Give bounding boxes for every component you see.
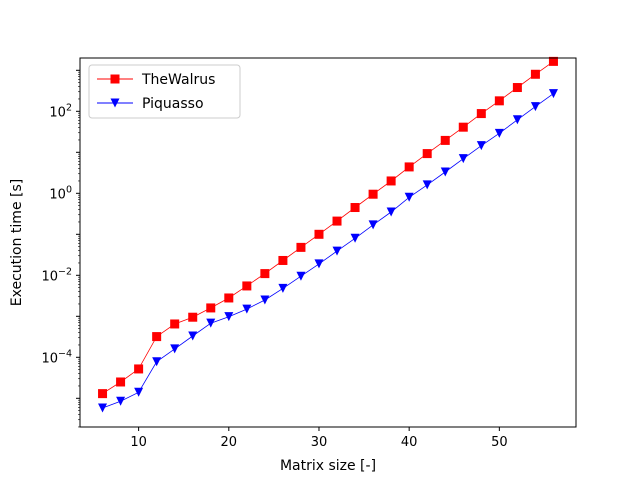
point-piquasso-32 [332, 246, 342, 256]
point-thewalrus-54 [530, 69, 540, 79]
x-tick-label-10: 10 [130, 435, 147, 450]
point-thewalrus-32 [332, 216, 342, 226]
point-piquasso-28 [296, 271, 306, 281]
point-thewalrus-52 [512, 83, 522, 93]
legend-label-piquasso: Piquasso [142, 96, 204, 112]
point-piquasso-48 [476, 141, 486, 151]
point-thewalrus-26 [278, 255, 288, 265]
point-piquasso-22 [242, 304, 252, 314]
point-thewalrus-48 [476, 109, 486, 119]
legend-box [88, 64, 241, 119]
x-axis-title: Matrix size [-] [280, 458, 376, 474]
point-thewalrus-20 [224, 293, 234, 303]
point-thewalrus-36 [368, 189, 378, 199]
legend-marker-thewalrus [110, 74, 120, 84]
plot-frame [79, 57, 577, 428]
point-piquasso-34 [350, 233, 360, 243]
point-thewalrus-18 [206, 303, 216, 313]
point-piquasso-6 [98, 403, 108, 413]
point-thewalrus-30 [314, 229, 324, 239]
point-piquasso-50 [494, 128, 504, 138]
point-piquasso-24 [260, 295, 270, 305]
x-tick-label-50: 50 [491, 435, 508, 450]
y-tick-label: 10−2 [41, 266, 72, 284]
point-piquasso-52 [512, 115, 522, 125]
point-piquasso-12 [152, 357, 162, 367]
point-thewalrus-14 [170, 319, 180, 329]
point-thewalrus-12 [152, 332, 162, 342]
point-thewalrus-34 [350, 203, 360, 213]
y-axis: 10−4 10−2 100 102 [41, 69, 80, 428]
point-thewalrus-16 [188, 312, 198, 322]
point-thewalrus-50 [494, 96, 504, 106]
legend-label-thewalrus: TheWalrus [141, 72, 215, 88]
point-piquasso-46 [458, 154, 468, 164]
y-tick-label: 10−4 [41, 348, 72, 366]
legend: TheWalrus Piquasso [88, 64, 241, 119]
point-thewalrus-10 [134, 364, 144, 374]
point-piquasso-40 [404, 192, 414, 202]
point-piquasso-16 [188, 331, 198, 341]
point-piquasso-14 [170, 344, 180, 354]
point-thewalrus-8 [116, 377, 126, 387]
point-thewalrus-40 [404, 162, 414, 172]
x-tick-label-20: 20 [221, 435, 238, 450]
point-thewalrus-46 [458, 122, 468, 132]
legend-marker-piquasso [110, 98, 120, 108]
point-piquasso-18 [206, 318, 216, 328]
point-piquasso-20 [224, 312, 234, 322]
point-piquasso-36 [368, 220, 378, 230]
point-thewalrus-56 [548, 56, 558, 66]
y-tick-label: 102 [49, 102, 72, 120]
series-layer [98, 56, 558, 413]
point-thewalrus-28 [296, 242, 306, 252]
point-piquasso-26 [278, 283, 288, 293]
x-tick-label-30: 30 [311, 435, 328, 450]
point-thewalrus-6 [98, 389, 108, 399]
point-thewalrus-24 [260, 269, 270, 279]
point-piquasso-42 [422, 180, 432, 190]
y-tick-label: 100 [49, 184, 72, 202]
x-axis: 10 20 30 40 50 [130, 427, 508, 450]
point-thewalrus-38 [386, 176, 396, 186]
y-axis-title: Execution time [s] [9, 179, 25, 306]
point-thewalrus-42 [422, 149, 432, 159]
point-piquasso-38 [386, 207, 396, 217]
point-piquasso-30 [314, 259, 324, 269]
point-piquasso-8 [116, 396, 126, 406]
x-tick-label-40: 40 [401, 435, 418, 450]
point-thewalrus-22 [242, 281, 252, 291]
point-piquasso-56 [548, 89, 558, 99]
point-piquasso-54 [530, 102, 540, 112]
point-piquasso-10 [134, 387, 144, 397]
point-piquasso-44 [440, 167, 450, 177]
point-thewalrus-44 [440, 135, 450, 145]
